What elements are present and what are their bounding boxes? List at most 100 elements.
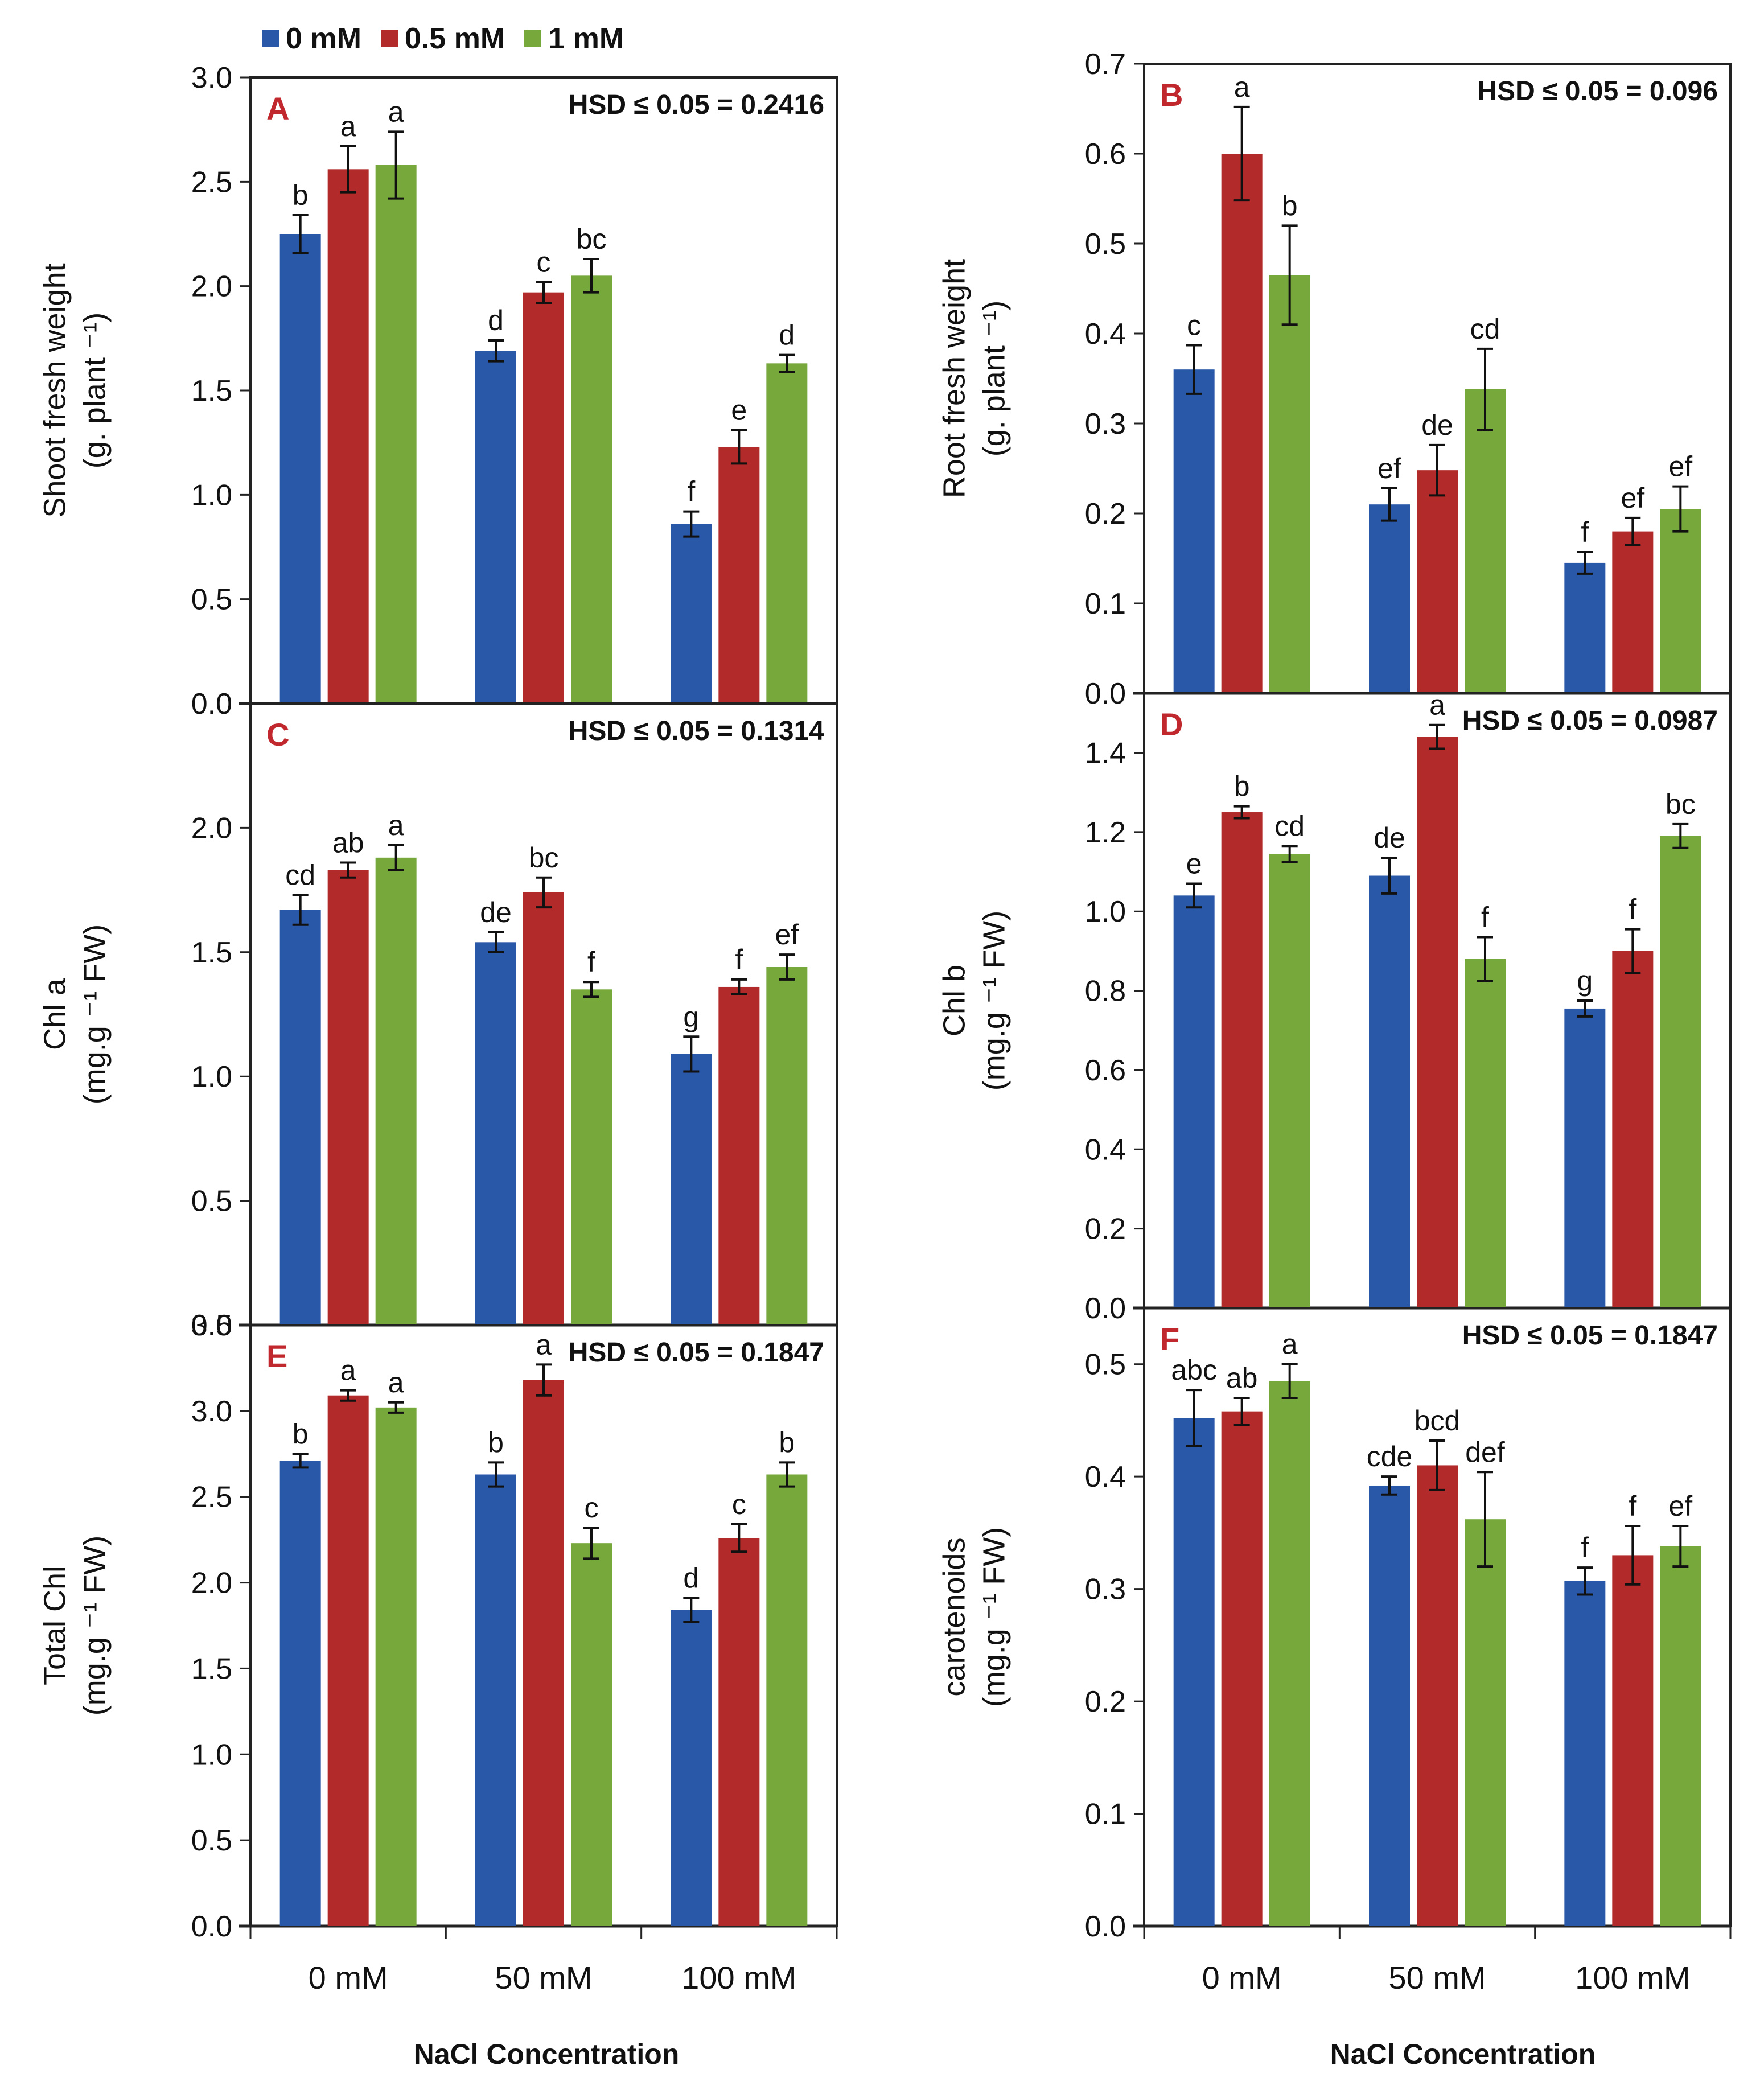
bar-f-0-2 [1269, 1381, 1310, 1926]
panel-letter-b: B [1160, 77, 1183, 113]
sig-letter-c-2-1: f [735, 944, 743, 976]
y-tick-label-b-0: 0.0 [1085, 677, 1126, 710]
y-tick-label-c-2: 1.0 [191, 1060, 232, 1093]
sig-letter-f-1-1: bcd [1415, 1405, 1461, 1437]
sig-letter-e-2-2: b [779, 1426, 795, 1458]
bar-c-0-0 [279, 910, 321, 1325]
legend-label-0mm: 0 mM [286, 22, 361, 55]
y-tick-label-f-0: 0.0 [1085, 1910, 1126, 1943]
y-axis-label-d: Chl b [937, 965, 971, 1036]
sig-letter-a-1-0: d [488, 305, 504, 336]
y-tick-label-b-4: 0.4 [1085, 318, 1126, 351]
bar-b-2-1 [1612, 531, 1654, 693]
sig-letter-b-1-0: ef [1378, 452, 1401, 484]
bar-b-0-0 [1173, 369, 1215, 693]
y-tick-label-c-4: 2.0 [191, 812, 232, 845]
sig-letter-d-2-2: bc [1666, 788, 1696, 820]
sig-letter-e-2-1: c [732, 1488, 746, 1520]
bar-a-2-2 [766, 363, 808, 704]
y-tick-label-d-7: 1.4 [1085, 737, 1126, 770]
sig-letter-b-1-2: cd [1470, 313, 1500, 345]
bar-a-0-1 [327, 169, 369, 704]
sig-letter-a-2-0: f [687, 476, 695, 508]
x-tick-label-f-0: 0 mM [1202, 1960, 1282, 1996]
bar-c-1-2 [571, 989, 612, 1325]
x-tick-label-e-2: 100 mM [681, 1960, 796, 1996]
panel-letter-a: A [266, 90, 289, 126]
sig-letter-d-1-0: de [1374, 822, 1405, 854]
y-tick-label-c-0: 0.0 [191, 1309, 232, 1342]
sig-letter-e-1-1: a [536, 1328, 552, 1360]
y-tick-label-b-1: 0.1 [1085, 587, 1126, 620]
legend-label-05mm: 0.5 mM [404, 22, 505, 55]
bar-f-2-2 [1660, 1546, 1701, 1926]
panel-letter-d: D [1160, 706, 1183, 742]
panel-letter-f: F [1160, 1321, 1179, 1357]
sig-letter-f-0-0: abc [1171, 1354, 1217, 1386]
panel-letter-e: E [266, 1338, 287, 1374]
y-axis-label-c: Chl a [38, 978, 72, 1050]
y-tick-label-c-1: 0.5 [191, 1185, 232, 1218]
sig-letter-d-0-2: cd [1274, 810, 1305, 842]
bar-a-1-0 [475, 351, 516, 704]
legend-item-1mm: 1 mM [524, 22, 624, 56]
bar-d-2-1 [1612, 951, 1654, 1308]
y-tick-label-f-4: 0.4 [1085, 1461, 1126, 1494]
bar-d-0-2 [1269, 854, 1310, 1308]
y-axis-unit-d: (mg.g ⁻¹ FW) [977, 911, 1011, 1091]
sig-letter-d-1-1: a [1429, 689, 1445, 721]
bar-f-2-1 [1612, 1555, 1654, 1926]
y-tick-label-a-5: 2.5 [191, 166, 232, 199]
hsd-label-c: HSD ≤ 0.05 = 0.1314 [569, 716, 825, 746]
sig-letter-f-1-2: def [1465, 1436, 1505, 1468]
sig-letter-b-2-2: ef [1668, 451, 1692, 483]
bar-b-1-0 [1369, 504, 1410, 693]
panel-b: 0.0 0.1 0.2 0.3 0.4 0.5 0.6 0.7 Root fresh weigh… [937, 48, 1732, 710]
y-axis-label-b: Root fresh weight [937, 259, 971, 498]
y-tick-label-e-1: 0.5 [191, 1824, 232, 1857]
sig-letter-f-2-2: ef [1668, 1490, 1692, 1522]
sig-letter-b-0-2: b [1282, 190, 1298, 221]
bar-d-2-0 [1564, 1008, 1606, 1308]
legend-swatch-0mm [262, 30, 279, 47]
sig-letter-e-0-2: a [388, 1367, 404, 1398]
sig-letter-c-1-0: de [480, 896, 512, 928]
sig-letter-b-1-1: de [1421, 409, 1453, 441]
sig-letter-d-2-0: g [1577, 965, 1593, 997]
panel-letter-c: C [266, 717, 289, 752]
sig-letter-e-0-1: a [340, 1355, 356, 1387]
bar-e-0-1 [327, 1395, 369, 1926]
bar-a-1-2 [571, 275, 612, 704]
bar-b-0-1 [1221, 154, 1263, 693]
y-tick-label-a-0: 0.0 [191, 688, 232, 721]
bar-e-0-2 [375, 1407, 417, 1926]
bar-a-1-1 [523, 292, 564, 704]
panel-e: 0.0 0.5 1.0 1.5 2.0 2.5 3.0 3.5 Total Chl (mg.g ⁻… [38, 1309, 838, 1996]
y-axis-unit-e: (mg.g ⁻¹ FW) [77, 1536, 112, 1716]
sig-letter-c-0-0: cd [285, 859, 315, 891]
sig-letter-b-2-0: f [1581, 516, 1589, 548]
sig-letter-a-2-1: e [731, 394, 747, 426]
sig-letter-a-2-2: d [779, 319, 795, 351]
y-tick-label-e-5: 2.5 [191, 1481, 232, 1514]
y-axis-unit-a: (g. plant ⁻¹) [77, 312, 112, 469]
bar-f-2-0 [1564, 1581, 1606, 1926]
bar-c-0-2 [375, 857, 417, 1325]
bar-d-1-2 [1465, 959, 1506, 1308]
x-axis-title-left: NaCl Concentration [413, 2038, 680, 2070]
y-tick-label-c-3: 1.5 [191, 936, 232, 969]
bar-a-2-0 [671, 524, 712, 704]
sig-letter-e-2-0: d [683, 1562, 699, 1594]
sig-letter-c-2-2: ef [775, 919, 799, 951]
bar-d-0-1 [1221, 812, 1263, 1308]
sig-letter-f-0-2: a [1282, 1328, 1298, 1360]
y-tick-label-a-4: 2.0 [191, 270, 232, 303]
y-tick-label-e-4: 2.0 [191, 1567, 232, 1600]
sig-letter-f-2-1: f [1629, 1490, 1636, 1522]
bar-c-2-0 [671, 1054, 712, 1325]
y-tick-label-f-5: 0.5 [1085, 1348, 1126, 1381]
y-tick-label-b-6: 0.6 [1085, 138, 1126, 171]
y-tick-label-e-7: 3.5 [191, 1309, 232, 1342]
y-tick-label-d-0: 0.0 [1085, 1292, 1126, 1325]
sig-letter-a-0-1: a [340, 110, 356, 142]
